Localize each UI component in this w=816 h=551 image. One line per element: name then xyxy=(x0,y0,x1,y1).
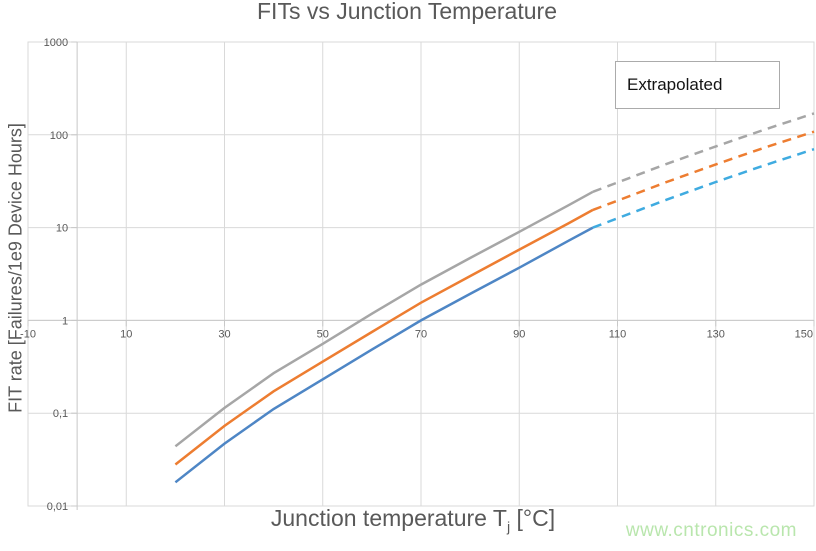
y-axis-title: FIT rate [Failures/1e9 Device Hours] xyxy=(5,123,26,413)
series-gray-upper-extrapolated xyxy=(592,112,815,193)
y-tick-labels: 1000 100 10 1 0,1 0,01 xyxy=(44,37,68,513)
series-blue-lower xyxy=(174,148,815,484)
x-axis-title-sub: j xyxy=(506,519,511,536)
watermark: www.cntronics.com xyxy=(625,520,797,541)
svg-text:0,01: 0,01 xyxy=(47,501,68,513)
svg-text:150: 150 xyxy=(795,328,813,340)
plot-border-rect xyxy=(27,41,815,507)
plot-border xyxy=(27,41,815,507)
svg-text:130: 130 xyxy=(707,328,725,340)
svg-text:0,1: 0,1 xyxy=(53,408,68,420)
series-orange-middle-extrapolated xyxy=(592,130,815,212)
x-axis-title-main: Junction temperature T xyxy=(270,505,507,531)
x-axis-title-unit: [°C] xyxy=(510,505,556,531)
svg-text:1000: 1000 xyxy=(44,37,68,49)
svg-text:50: 50 xyxy=(317,328,329,340)
svg-text:1: 1 xyxy=(62,315,68,327)
svg-text:100: 100 xyxy=(50,130,68,142)
svg-text:70: 70 xyxy=(415,328,427,340)
series-gray-upper xyxy=(174,112,815,448)
tick-marks xyxy=(27,41,815,507)
series-blue-lower-solid xyxy=(174,226,594,484)
chart-title: FITs vs Junction Temperature xyxy=(257,0,557,24)
extrapolated-legend-box: Extrapolated xyxy=(615,61,780,109)
series-gray-upper-solid xyxy=(174,190,594,448)
svg-text:90: 90 xyxy=(513,328,525,340)
svg-text:10: 10 xyxy=(120,328,132,340)
gridlines xyxy=(28,41,815,507)
series-orange-middle xyxy=(174,130,815,466)
svg-text:110: 110 xyxy=(609,328,627,340)
extrapolated-legend-label: Extrapolated xyxy=(627,75,723,94)
x-tick-labels: -10 10 30 50 70 90 110 130 150 xyxy=(20,328,813,340)
svg-text:10: 10 xyxy=(56,223,68,235)
svg-text:30: 30 xyxy=(218,328,230,340)
series-blue-lower-extrapolated xyxy=(592,148,815,229)
x-axis-title: Junction temperature Tj [°C] xyxy=(271,505,555,536)
svg-text:-10: -10 xyxy=(20,328,36,340)
series-orange-middle-solid xyxy=(174,208,594,466)
